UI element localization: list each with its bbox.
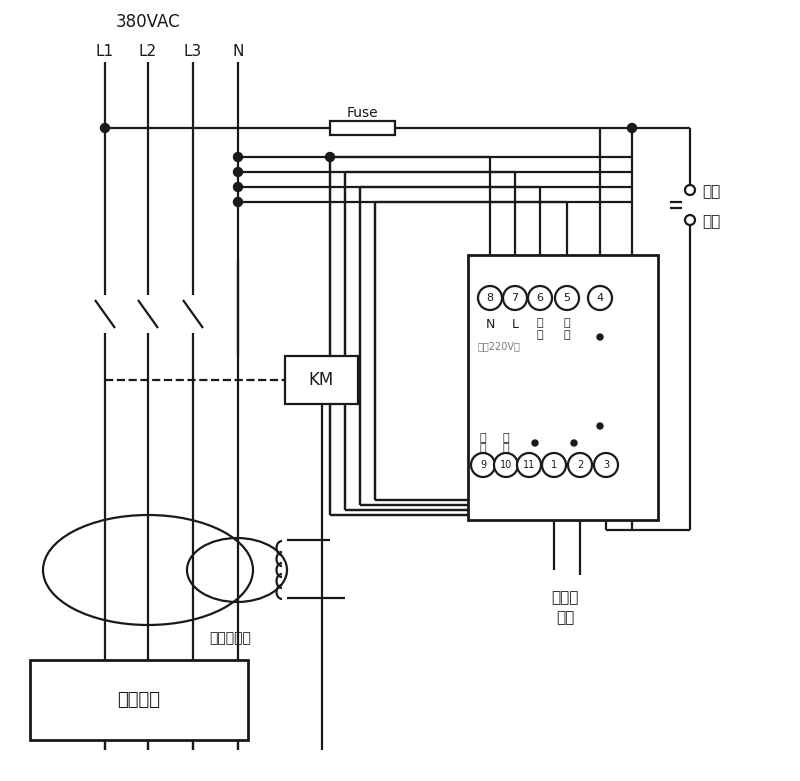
Text: L: L [511,318,518,331]
Circle shape [597,423,603,429]
Text: 11: 11 [523,460,535,470]
Circle shape [685,185,695,195]
Circle shape [542,453,566,477]
Circle shape [571,440,577,446]
Circle shape [101,123,110,133]
Circle shape [597,334,603,340]
Text: 验: 验 [564,330,570,340]
Circle shape [588,286,612,310]
Circle shape [555,286,579,310]
Text: 380VAC: 380VAC [116,13,180,31]
Circle shape [532,440,538,446]
Text: 10: 10 [500,460,512,470]
Text: 接声光: 接声光 [551,590,578,605]
Circle shape [234,167,242,177]
Text: 用户设备: 用户设备 [118,691,161,709]
Text: 号: 号 [502,443,510,453]
Text: N: N [232,45,244,59]
Circle shape [234,152,242,162]
Text: 试: 试 [564,318,570,328]
Text: 电源220V～: 电源220V～ [478,341,521,351]
Text: 零序互感器: 零序互感器 [209,631,251,645]
Bar [285,356,358,404]
Text: 8: 8 [486,293,494,303]
Text: 3: 3 [603,460,609,470]
Circle shape [234,198,242,206]
Circle shape [627,123,637,133]
Text: KM: KM [309,371,334,389]
Text: 验: 验 [537,330,543,340]
Text: 2: 2 [577,460,583,470]
Circle shape [517,453,541,477]
Circle shape [568,453,592,477]
Text: 自锁: 自锁 [702,184,720,199]
Circle shape [326,152,334,162]
Circle shape [471,453,495,477]
Circle shape [503,286,527,310]
Text: L3: L3 [184,45,202,59]
Bar [30,660,248,740]
Circle shape [685,215,695,225]
Circle shape [528,286,552,310]
Text: 号: 号 [480,443,486,453]
Text: 信: 信 [480,433,486,443]
Text: 9: 9 [480,460,486,470]
Text: 5: 5 [563,293,570,303]
Text: L1: L1 [96,45,114,59]
Text: 7: 7 [511,293,518,303]
Bar [468,255,658,520]
Circle shape [594,453,618,477]
Text: 开关: 开关 [702,215,720,230]
Text: Fuse: Fuse [346,106,378,120]
Bar [330,121,395,135]
Text: 试: 试 [537,318,543,328]
Text: N: N [486,318,494,331]
Text: 报警: 报警 [556,611,574,626]
Circle shape [234,183,242,191]
Circle shape [478,286,502,310]
Text: L2: L2 [139,45,157,59]
Text: 1: 1 [551,460,557,470]
Circle shape [494,453,518,477]
Text: 4: 4 [597,293,603,303]
Text: 6: 6 [537,293,543,303]
Text: 信: 信 [502,433,510,443]
